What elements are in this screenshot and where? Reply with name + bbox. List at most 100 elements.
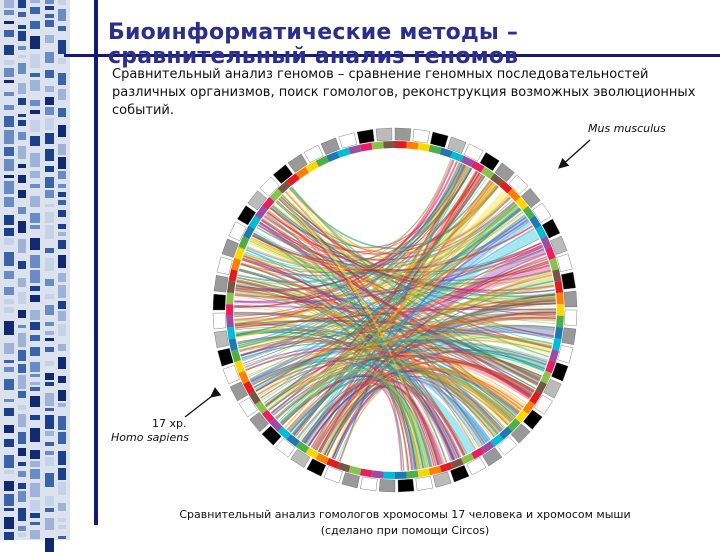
sequencing-band bbox=[18, 526, 26, 531]
sequencing-band bbox=[30, 286, 40, 291]
chromosome-segment bbox=[216, 256, 233, 275]
sequencing-band bbox=[18, 364, 26, 373]
chromosome-segment bbox=[375, 127, 393, 142]
chromosome-segment bbox=[508, 174, 529, 195]
sequencing-band bbox=[18, 278, 26, 287]
homology-band bbox=[549, 349, 559, 363]
sequencing-band bbox=[4, 439, 14, 447]
homology-link bbox=[240, 171, 477, 356]
sequencing-band bbox=[4, 343, 14, 354]
sequencing-band bbox=[45, 294, 54, 299]
sequencing-band bbox=[4, 399, 14, 402]
sequencing-band bbox=[4, 159, 14, 171]
homology-link bbox=[266, 165, 467, 253]
sequencing-band bbox=[45, 248, 54, 253]
homology-band bbox=[460, 453, 475, 465]
sequencing-band bbox=[4, 130, 14, 144]
homology-links bbox=[234, 158, 557, 471]
homology-band bbox=[269, 188, 283, 202]
sequencing-band bbox=[4, 215, 14, 225]
sequencing-band bbox=[30, 530, 40, 539]
chromosome-segment bbox=[287, 153, 308, 173]
homology-band bbox=[428, 465, 442, 476]
sequencing-band bbox=[58, 73, 66, 85]
sequencing-band bbox=[30, 73, 40, 77]
sequencing-band bbox=[30, 374, 40, 377]
sequencing-band bbox=[18, 146, 26, 159]
sequencing-band bbox=[45, 0, 54, 4]
homology-band bbox=[226, 292, 234, 305]
chromosome-segment bbox=[494, 162, 515, 182]
homology-link bbox=[297, 303, 556, 439]
homology-band bbox=[540, 235, 552, 250]
chromosome-segment bbox=[543, 378, 562, 399]
intro-paragraph: Сравнительный анализ геномов – сравнение… bbox=[112, 67, 696, 118]
sequencing-band bbox=[45, 149, 54, 161]
sequencing-band bbox=[45, 322, 54, 326]
sequencing-band bbox=[58, 324, 66, 336]
homology-band bbox=[499, 426, 513, 440]
homology-band bbox=[315, 155, 330, 167]
sequencing-band bbox=[58, 157, 66, 169]
homology-link bbox=[240, 160, 455, 357]
sequencing-band bbox=[45, 166, 54, 172]
sequencing-band bbox=[30, 153, 40, 167]
sequencing-band bbox=[58, 210, 66, 217]
sequencing-band bbox=[4, 367, 14, 372]
homology-band bbox=[234, 360, 245, 374]
homology-link bbox=[234, 321, 459, 459]
chromosome-segment bbox=[275, 438, 296, 458]
homology-link bbox=[274, 339, 551, 418]
sequencing-band bbox=[58, 192, 66, 197]
homology-band bbox=[261, 409, 275, 424]
homology-link bbox=[265, 310, 556, 406]
chromosome-segment bbox=[303, 144, 324, 164]
chromosome-segment bbox=[259, 176, 280, 197]
homology-band bbox=[305, 160, 319, 173]
sequencing-band bbox=[18, 12, 26, 17]
homology-link bbox=[297, 203, 517, 439]
sequencing-band bbox=[45, 86, 54, 92]
homology-band bbox=[243, 381, 255, 395]
sequencing-band bbox=[30, 120, 40, 132]
sequencing-band bbox=[58, 451, 66, 465]
sequencing-band bbox=[58, 108, 66, 117]
homology-link bbox=[250, 213, 525, 270]
homology-link bbox=[279, 196, 429, 468]
sequencing-band bbox=[4, 30, 14, 37]
sequencing-band bbox=[45, 70, 54, 78]
homology-link bbox=[259, 222, 531, 399]
chromosome-segment bbox=[213, 275, 229, 293]
sequencing-band bbox=[45, 6, 54, 10]
chromosome-segment bbox=[415, 476, 434, 491]
sequencing-band bbox=[4, 508, 14, 511]
sequencing-band bbox=[4, 105, 14, 110]
sequencing-band bbox=[58, 518, 66, 522]
homology-link bbox=[268, 354, 535, 411]
homology-band bbox=[277, 426, 291, 440]
sequencing-band bbox=[45, 538, 54, 552]
sequencing-band bbox=[18, 508, 26, 521]
sequencing-band bbox=[30, 54, 40, 68]
mouse-label: Mus musculus bbox=[588, 122, 666, 135]
homology-band bbox=[226, 326, 236, 340]
homology-link bbox=[237, 199, 513, 346]
homology-link bbox=[260, 319, 556, 399]
sequencing-band bbox=[18, 432, 26, 444]
sequencing-band bbox=[18, 190, 26, 198]
homology-band bbox=[337, 147, 351, 158]
chromosome-segment bbox=[341, 472, 360, 489]
homology-link bbox=[234, 319, 553, 348]
sequencing-band bbox=[4, 321, 14, 335]
sequencing-band bbox=[4, 60, 14, 65]
chromosome-segment bbox=[561, 327, 577, 345]
homology-link bbox=[306, 179, 499, 445]
homology-link bbox=[242, 256, 556, 324]
sequencing-band bbox=[45, 177, 54, 188]
sequencing-band bbox=[45, 508, 54, 512]
sequencing-band bbox=[30, 450, 40, 459]
homology-link bbox=[243, 216, 527, 364]
sequencing-band bbox=[58, 58, 66, 64]
sequencing-band bbox=[18, 46, 26, 50]
chromosome-segment bbox=[212, 293, 226, 311]
